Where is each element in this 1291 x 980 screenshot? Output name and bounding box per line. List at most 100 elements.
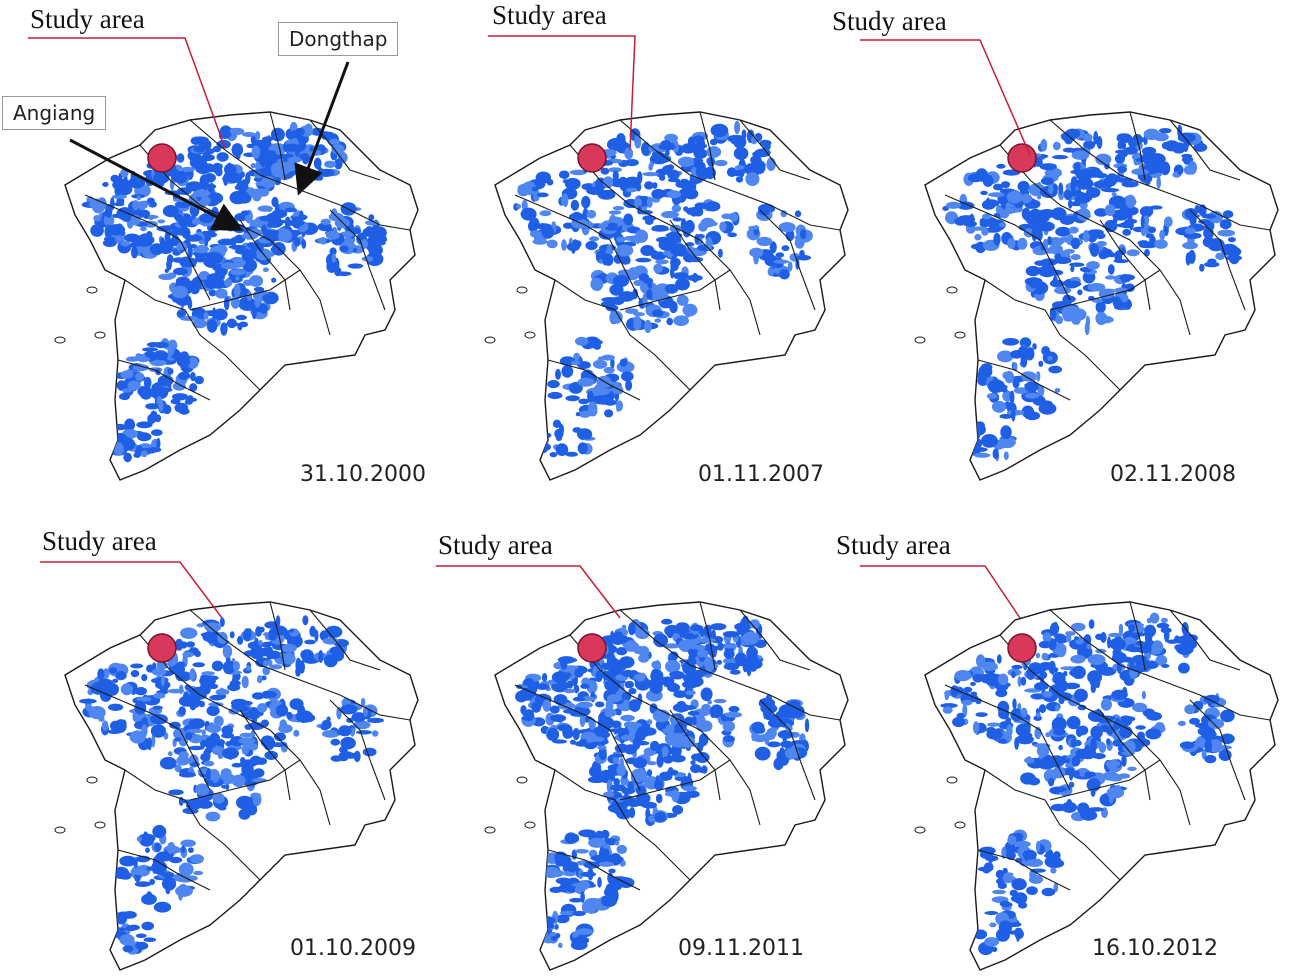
flood-patch (632, 757, 648, 769)
flood-patch (1068, 199, 1073, 209)
flood-patch (555, 914, 570, 924)
flood-patch (1077, 289, 1083, 296)
flood-patch (235, 276, 240, 281)
flood-patch (196, 307, 202, 315)
island (86, 776, 98, 784)
flood-patch (1065, 631, 1076, 636)
flood-patch (974, 447, 988, 452)
flood-patch (1050, 622, 1060, 635)
flood-patch (794, 210, 802, 218)
flood-patch (178, 706, 186, 716)
date-label: 09.11.2011 (678, 936, 804, 961)
island (94, 331, 106, 339)
flood-patch (1126, 249, 1140, 257)
flood-patch (102, 182, 109, 187)
flood-patch (187, 357, 199, 369)
flood-patch (999, 413, 1013, 419)
flood-patch (942, 706, 953, 714)
flood-patch (1146, 617, 1152, 624)
flood-patch (575, 412, 580, 417)
district-boundary (239, 219, 291, 311)
district-boundary (554, 769, 691, 881)
flood-patch (203, 760, 215, 767)
flood-patch (112, 423, 128, 431)
flood-patch (641, 141, 651, 156)
flood-patch (628, 622, 636, 636)
flood-patch (195, 252, 206, 263)
flood-patch (552, 419, 562, 428)
flood-patch (546, 239, 558, 249)
flood-patch (1014, 840, 1031, 848)
flood-patch (255, 626, 262, 637)
flood-patch (241, 675, 249, 689)
flood-patch (289, 628, 294, 633)
flood-patch (566, 861, 579, 873)
flood-patch (1095, 633, 1104, 640)
flood-patch (561, 672, 572, 678)
flood-patch (1000, 181, 1011, 189)
district-boundary (1099, 219, 1151, 311)
flood-patch (1039, 163, 1057, 171)
flood-patch (274, 732, 286, 742)
flood-patch (594, 725, 611, 734)
study-area-label: Study area (836, 530, 951, 560)
flood-patch (1025, 347, 1035, 361)
flood-patch (652, 709, 671, 723)
flood-patch (1054, 704, 1060, 712)
flood-patch (1048, 777, 1055, 787)
flood-patch (262, 666, 271, 676)
flood-patch (561, 194, 565, 206)
flood-patch (1009, 922, 1022, 927)
flood-patch (254, 295, 261, 308)
district-boundary (759, 699, 816, 801)
district-boundary (1189, 209, 1246, 311)
flood-patch (600, 301, 616, 307)
flood-patch (614, 840, 620, 846)
flood-patch (691, 669, 705, 679)
flood-patch (574, 668, 584, 678)
flood-patch (289, 698, 304, 710)
flood-patch (710, 706, 716, 719)
flood-patch (211, 746, 226, 756)
island (484, 826, 496, 834)
flood-extent (513, 120, 813, 458)
flood-patch (234, 185, 242, 191)
district-boundary (239, 709, 291, 801)
flood-patch (995, 928, 1010, 942)
district-boundary (1049, 609, 1271, 721)
flood-patch (1095, 232, 1106, 239)
flood-patch (1115, 177, 1133, 183)
flood-patch (206, 319, 218, 333)
flood-patch (727, 232, 738, 238)
flood-patch (174, 764, 182, 773)
flood-patch (1011, 664, 1023, 670)
flood-patch (535, 171, 551, 184)
flood-patch (167, 368, 174, 375)
flood-patch (654, 318, 661, 323)
flood-patch (167, 842, 176, 854)
flood-patch (1112, 217, 1118, 225)
flood-extent (515, 615, 810, 950)
flood-patch (692, 135, 705, 143)
flood-patch (574, 849, 589, 854)
flood-patch (224, 278, 233, 287)
flood-patch (245, 762, 254, 776)
flood-patch (720, 643, 738, 649)
flood-patch (773, 259, 790, 264)
flood-patch (253, 286, 265, 292)
flood-patch (1066, 716, 1081, 730)
flood-patch (592, 359, 608, 369)
flood-patch (549, 705, 560, 714)
flood-patch (238, 321, 249, 328)
flood-patch (242, 250, 257, 261)
flood-patch (671, 789, 680, 803)
flood-patch (975, 654, 986, 668)
flood-patch (135, 933, 147, 939)
flood-patch (1071, 150, 1090, 160)
flood-patch (1220, 709, 1235, 723)
flood-patch (119, 934, 135, 946)
flood-patch (1118, 773, 1131, 779)
flood-patch (1032, 343, 1037, 350)
flood-patch (723, 657, 739, 665)
flood-patch (643, 277, 654, 284)
